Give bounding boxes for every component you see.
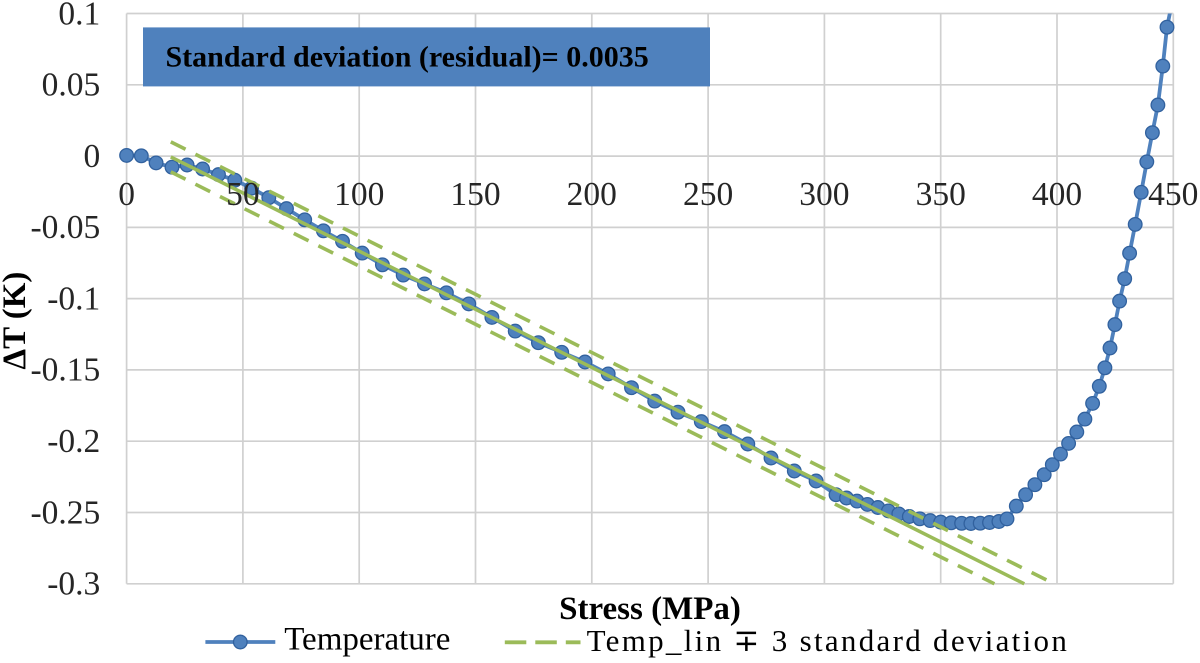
svg-text:250: 250 xyxy=(683,176,733,213)
svg-text:150: 150 xyxy=(450,176,500,213)
svg-text:ΔT (K): ΔT (K) xyxy=(0,272,33,370)
svg-text:-0.3: -0.3 xyxy=(47,566,100,603)
svg-text:100: 100 xyxy=(334,176,384,213)
svg-text:0: 0 xyxy=(118,176,135,213)
svg-text:Temperature: Temperature xyxy=(284,622,450,658)
svg-text:Stress (MPa): Stress (MPa) xyxy=(559,591,741,627)
svg-text:-0.25: -0.25 xyxy=(31,494,101,531)
svg-text:50: 50 xyxy=(226,176,260,213)
svg-text:200: 200 xyxy=(567,176,617,213)
svg-text:Temp_lin ∓ 3 standard deviatio: Temp_lin ∓ 3 standard deviation xyxy=(587,623,1070,658)
svg-text:-0.15: -0.15 xyxy=(31,352,101,389)
svg-text:-0.05: -0.05 xyxy=(31,209,101,246)
svg-text:450: 450 xyxy=(1148,176,1198,213)
svg-text:350: 350 xyxy=(916,176,966,213)
svg-text:-0.1: -0.1 xyxy=(47,280,100,317)
svg-text:300: 300 xyxy=(799,176,849,213)
svg-text:-0.2: -0.2 xyxy=(47,423,100,460)
svg-text:0.05: 0.05 xyxy=(42,67,101,104)
svg-text:0.1: 0.1 xyxy=(58,0,100,32)
svg-text:0: 0 xyxy=(84,138,101,175)
svg-text:400: 400 xyxy=(1032,176,1082,213)
svg-text:Standard deviation (residual)=: Standard deviation (residual)= 0.0035 xyxy=(166,41,649,74)
